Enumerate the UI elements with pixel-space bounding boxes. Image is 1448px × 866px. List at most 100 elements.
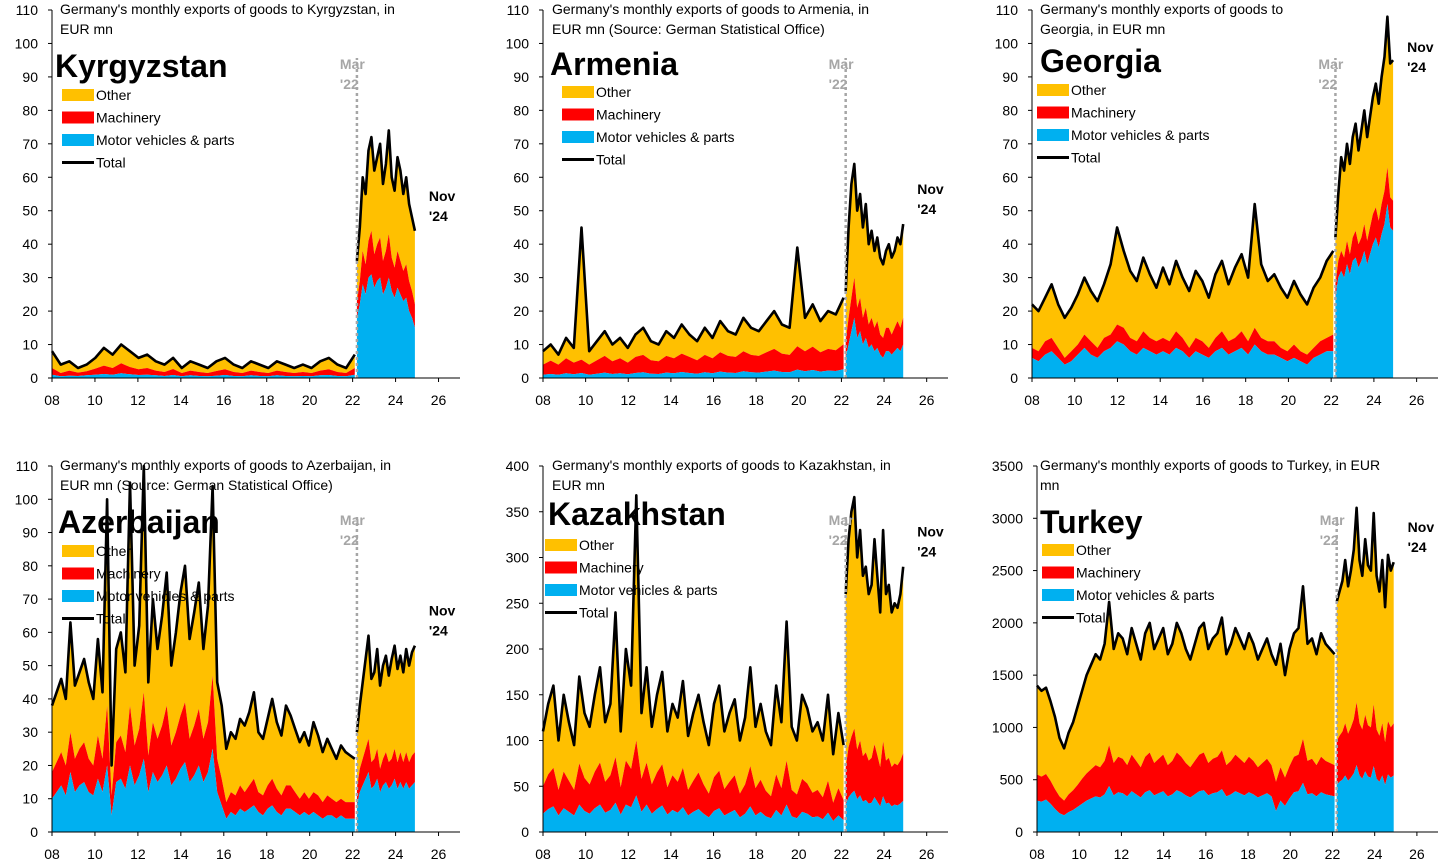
legend-label-other: Other — [1071, 82, 1106, 98]
y-tick-label: 60 — [22, 624, 38, 640]
x-tick-label: 14 — [663, 846, 679, 862]
y-tick-label: 80 — [513, 102, 529, 118]
legend-swatch-other — [62, 545, 94, 557]
country-title: Georgia — [1040, 43, 1161, 79]
y-tick-label: 90 — [513, 69, 529, 85]
y-tick-label: 400 — [506, 458, 530, 474]
y-tick-label: 0 — [30, 370, 38, 386]
legend-swatch-motor — [545, 584, 577, 596]
x-tick-label: 16 — [216, 392, 232, 408]
legend-swatch-machinery — [1042, 566, 1074, 579]
legend-swatch-motor — [562, 131, 594, 143]
y-tick-label: 50 — [1002, 203, 1018, 219]
legend-label-motor: Motor vehicles & parts — [1071, 127, 1210, 143]
x-tick-label: 18 — [259, 392, 275, 408]
x-tick-label: 16 — [1195, 392, 1211, 408]
marker-label-line2: '22 — [1320, 532, 1339, 548]
chart-subtitle-line: Germany's monthly exports of goods to — [1040, 1, 1283, 17]
legend-swatch-other — [62, 89, 94, 101]
total-line-seg1 — [844, 162, 905, 292]
y-tick-label: 100 — [506, 733, 530, 749]
area-machinery-seg1 — [1336, 702, 1394, 785]
x-tick-label: 20 — [302, 846, 318, 862]
area-motor-seg0 — [543, 795, 844, 832]
y-tick-label: 10 — [513, 337, 529, 353]
y-tick-label: 0 — [521, 370, 529, 386]
x-tick-label: 22 — [1323, 392, 1339, 408]
legend-label-motor: Motor vehicles & parts — [96, 588, 235, 604]
x-tick-label: 16 — [1198, 846, 1214, 862]
legend-label-other: Other — [579, 537, 614, 553]
legend-label-machinery: Machinery — [96, 566, 161, 582]
x-tick-label: 26 — [919, 392, 935, 408]
area-motor-seg0 — [52, 748, 355, 832]
marker-label-line1: Mar — [829, 56, 854, 72]
legend-label-machinery: Machinery — [1071, 105, 1136, 121]
chart-subtitle-line: EUR mn (Source: German Statistical Offic… — [60, 477, 333, 493]
y-tick-label: 60 — [22, 169, 38, 185]
x-tick-label: 10 — [578, 392, 594, 408]
end-label-line2: '24 — [917, 201, 936, 217]
y-tick-label: 0 — [30, 824, 38, 840]
area-machinery-seg1 — [1335, 167, 1394, 298]
y-tick-label: 90 — [22, 525, 38, 541]
legend-swatch-motor — [62, 134, 94, 146]
chart-subtitle-line: EUR mn (Source: German Statistical Offic… — [552, 21, 825, 37]
y-tick-label: 500 — [1000, 772, 1024, 788]
legend-swatch-other — [1037, 84, 1069, 96]
y-tick-label: 110 — [507, 2, 530, 18]
area-motor-seg1 — [845, 790, 904, 832]
legend-label-machinery: Machinery — [1076, 565, 1141, 581]
x-tick-label: 10 — [1067, 392, 1083, 408]
end-label-line2: '24 — [429, 623, 448, 639]
total-line-seg0 — [541, 494, 845, 756]
y-tick-label: 70 — [513, 136, 529, 152]
x-tick-label: 20 — [1282, 846, 1298, 862]
legend-label-total: Total — [579, 605, 609, 621]
chart-subtitle-line: Germany's monthly exports of goods to Ka… — [552, 457, 891, 473]
legend-label-motor: Motor vehicles & parts — [596, 129, 735, 145]
chart-subtitle-line: mn — [1040, 477, 1059, 493]
x-tick-label: 08 — [1024, 392, 1040, 408]
area-motor-seg0 — [1037, 782, 1335, 832]
marker-label-line2: '22 — [340, 532, 359, 548]
country-title: Kyrgyzstan — [55, 48, 228, 84]
x-tick-label: 08 — [535, 392, 551, 408]
x-tick-label: 08 — [535, 846, 551, 862]
legend-label-total: Total — [1076, 610, 1106, 626]
y-tick-label: 110 — [16, 2, 39, 18]
x-tick-label: 08 — [1029, 846, 1045, 862]
y-tick-label: 30 — [22, 724, 38, 740]
legend-label-other: Other — [1076, 542, 1111, 558]
x-tick-label: 14 — [1156, 846, 1172, 862]
legend-swatch-machinery — [62, 567, 94, 580]
area-machinery-seg0 — [543, 740, 844, 821]
y-tick-label: 70 — [22, 136, 38, 152]
x-tick-label: 14 — [173, 392, 189, 408]
y-tick-label: 30 — [22, 270, 38, 286]
x-tick-label: 24 — [388, 846, 404, 862]
area-other-seg0 — [543, 227, 844, 365]
x-tick-label: 22 — [345, 392, 361, 408]
x-tick-label: 18 — [748, 392, 764, 408]
marker-label-line1: Mar — [1320, 512, 1345, 528]
area-other-seg0 — [543, 495, 844, 803]
y-tick-label: 60 — [1002, 169, 1018, 185]
y-tick-label: 80 — [22, 558, 38, 574]
legend-label-motor: Motor vehicles & parts — [1076, 587, 1215, 603]
y-tick-label: 0 — [1010, 370, 1018, 386]
x-tick-label: 18 — [1240, 846, 1256, 862]
end-label-line2: '24 — [1408, 539, 1427, 555]
area-machinery-seg0 — [52, 363, 355, 377]
y-tick-label: 90 — [22, 69, 38, 85]
area-machinery-seg0 — [1032, 324, 1334, 365]
area-machinery-seg0 — [543, 344, 844, 375]
x-tick-label: 10 — [87, 846, 103, 862]
y-tick-label: 50 — [513, 203, 529, 219]
x-tick-label: 26 — [431, 392, 447, 408]
legend-label-total: Total — [96, 611, 126, 627]
